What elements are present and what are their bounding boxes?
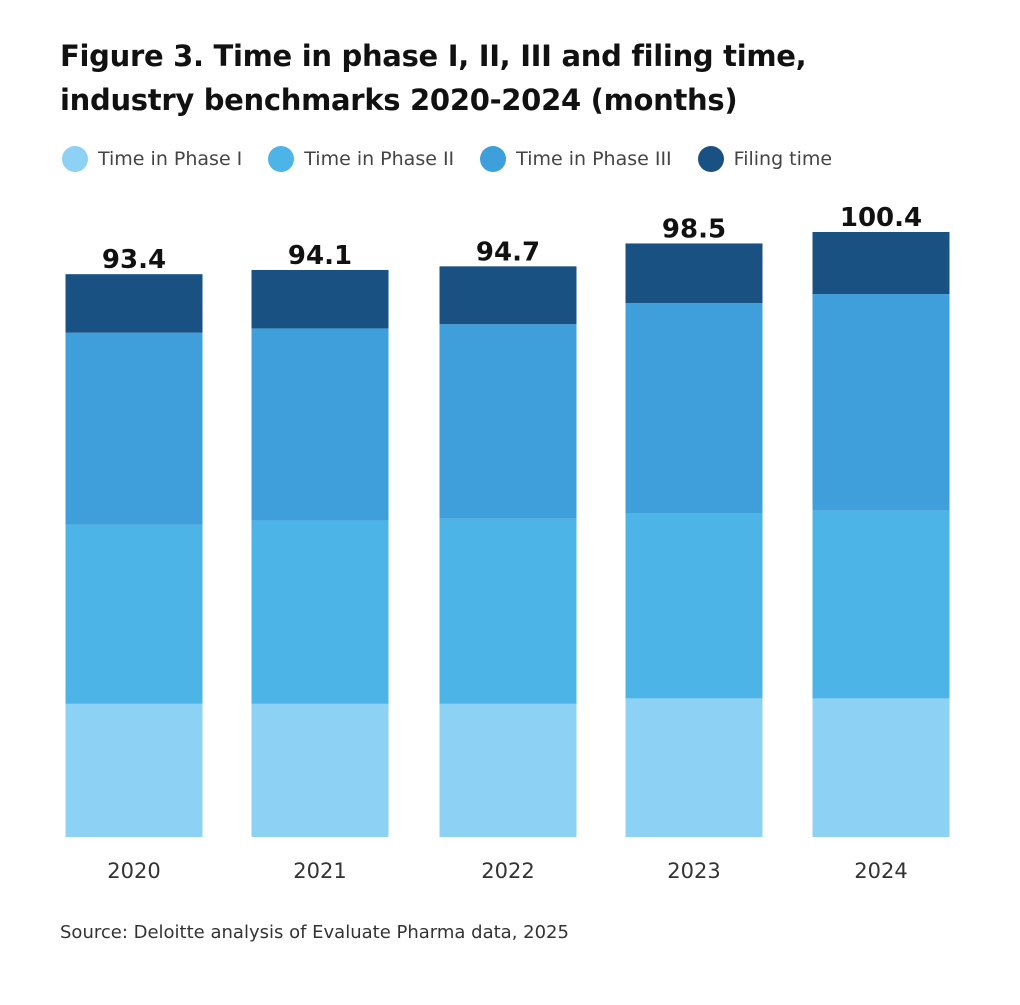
bar-segment-2024-series-2 bbox=[812, 510, 950, 699]
bar-segment-2024-series-3 bbox=[812, 294, 950, 511]
total-label-2021: 94.1 bbox=[288, 241, 352, 271]
bar-segment-2022-series-1 bbox=[439, 703, 577, 837]
x-tick-label-2020: 2020 bbox=[107, 859, 160, 883]
chart-title-line-2: industry benchmarks 2020-2024 (months) bbox=[60, 83, 738, 117]
bar-segment-2021-series-3 bbox=[251, 328, 389, 521]
bar-segment-2023-series-4 bbox=[625, 243, 763, 304]
bar-segment-2023-series-3 bbox=[625, 303, 763, 514]
bar-segment-2022-series-2 bbox=[439, 518, 577, 704]
x-tick-label-2022: 2022 bbox=[481, 859, 534, 883]
bar-segment-2020-series-4 bbox=[65, 274, 203, 333]
chart-title: Figure 3. Time in phase I, II, III and f… bbox=[60, 34, 960, 122]
bar-segment-2020-series-2 bbox=[65, 524, 203, 704]
bar-segment-2024-series-1 bbox=[812, 698, 950, 837]
total-label-2022: 94.7 bbox=[476, 237, 540, 267]
chart-legend: Time in Phase I Time in Phase II Time in… bbox=[62, 146, 858, 172]
x-tick-label-2021: 2021 bbox=[293, 859, 346, 883]
legend-item-filing-time: Filing time bbox=[697, 146, 833, 172]
chart-title-line-1: Figure 3. Time in phase I, II, III and f… bbox=[60, 39, 807, 73]
legend-swatch-phase-1 bbox=[62, 146, 88, 172]
legend-swatch-filing-time bbox=[697, 146, 724, 172]
x-tick-label-2023: 2023 bbox=[667, 859, 720, 883]
legend-item-phase-2: Time in Phase II bbox=[268, 146, 454, 172]
legend-swatch-phase-3 bbox=[480, 146, 507, 172]
bar-segment-2021-series-1 bbox=[251, 703, 389, 837]
bar-segment-2020-series-3 bbox=[65, 332, 203, 525]
legend-item-phase-3: Time in Phase III bbox=[480, 146, 672, 172]
bar-segment-2023-series-2 bbox=[625, 513, 763, 699]
x-tick-label-2024: 2024 bbox=[854, 859, 907, 883]
bar-segment-2022-series-3 bbox=[439, 324, 577, 519]
bar-segment-2024-series-4 bbox=[812, 232, 950, 295]
source-note: Source: Deloitte analysis of Evaluate Ph… bbox=[60, 922, 569, 943]
legend-label-phase-3: Time in Phase III bbox=[516, 148, 672, 170]
bar-segment-2021-series-2 bbox=[251, 520, 389, 704]
legend-label-phase-1: Time in Phase I bbox=[98, 148, 243, 170]
legend-item-phase-1: Time in Phase I bbox=[62, 146, 242, 172]
total-label-2020: 93.4 bbox=[102, 245, 166, 275]
legend-label-phase-2: Time in Phase II bbox=[304, 148, 455, 170]
legend-label-filing-time: Filing time bbox=[733, 148, 833, 170]
bar-segment-2023-series-1 bbox=[625, 698, 763, 837]
bar-segment-2022-series-4 bbox=[439, 266, 577, 325]
total-label-2024: 100.4 bbox=[840, 203, 922, 233]
bar-segment-2021-series-4 bbox=[251, 269, 389, 329]
legend-swatch-phase-2 bbox=[268, 146, 295, 172]
total-label-2023: 98.5 bbox=[662, 214, 726, 244]
bar-segment-2020-series-1 bbox=[65, 703, 203, 837]
